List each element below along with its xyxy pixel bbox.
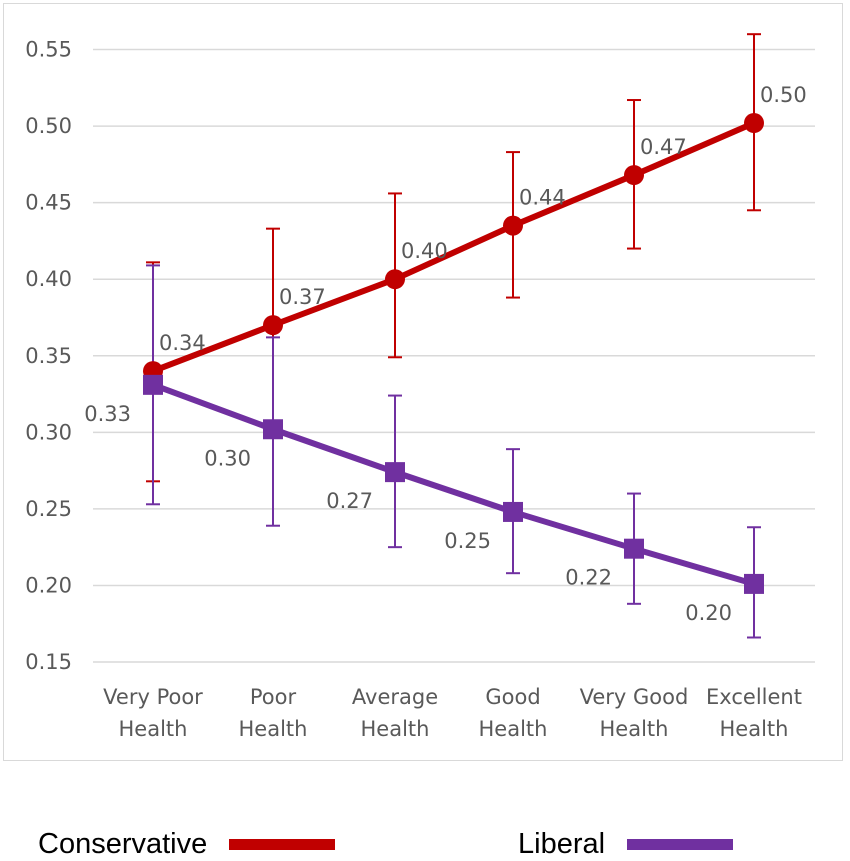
legend-label-conservative: Conservative	[38, 828, 208, 860]
data-point	[744, 573, 764, 594]
data-point	[503, 501, 523, 522]
y-tick-label: 0.25	[25, 497, 72, 521]
x-tick-label: Very Poor	[103, 685, 203, 709]
x-tick-label: Average	[352, 685, 438, 709]
data-point	[385, 269, 405, 290]
y-tick-label: 0.35	[25, 344, 72, 368]
series-line-liberal	[151, 382, 755, 587]
chart-frame	[3, 3, 843, 761]
y-tick-label: 0.40	[25, 267, 72, 291]
data-point	[624, 538, 644, 559]
data-label: 0.33	[84, 402, 131, 426]
data-point	[263, 419, 283, 440]
legend-label-liberal: Liberal	[518, 828, 606, 860]
legend-swatch-conservative	[229, 839, 336, 850]
data-point	[624, 165, 644, 186]
y-tick-label: 0.30	[25, 420, 72, 444]
data-point	[503, 215, 523, 236]
x-tick-label: Very Good	[580, 685, 689, 709]
data-point	[143, 374, 163, 395]
data-label: 0.40	[401, 239, 448, 263]
data-label: 0.34	[159, 331, 206, 355]
x-tick-label: Health	[600, 717, 669, 741]
x-tick-label: Health	[119, 717, 188, 741]
data-point	[744, 113, 764, 133]
series-line-conservative	[151, 120, 756, 374]
x-tick-label: Health	[239, 717, 308, 741]
data-label: 0.47	[640, 135, 687, 159]
data-label: 0.25	[444, 529, 491, 553]
legend-swatch-liberal	[627, 839, 734, 850]
data-point	[263, 315, 283, 336]
data-label: 0.44	[519, 186, 566, 210]
data-label: 0.37	[279, 285, 326, 309]
data-label: 0.30	[204, 446, 251, 470]
y-tick-label: 0.55	[25, 38, 72, 62]
x-tick-label: Health	[720, 717, 789, 741]
legend-item-liberal: Liberal	[518, 828, 734, 861]
y-tick-label: 0.45	[25, 191, 72, 215]
x-tick-label: Poor	[250, 685, 297, 709]
data-label: 0.20	[685, 601, 732, 625]
x-tick-label: Good	[485, 685, 540, 709]
line-chart: 0.15 0.20 0.25 0.30 0.35 0.40 0.45 0.50 0.55 Very…	[25, 33, 815, 741]
y-tick-label: 0.15	[25, 650, 72, 674]
data-label: 0.50	[760, 83, 807, 107]
data-point	[385, 462, 405, 483]
x-tick-label: Excellent	[706, 685, 802, 709]
data-label: 0.22	[565, 566, 612, 590]
x-tick-label: Health	[361, 717, 430, 741]
y-tick-label: 0.50	[25, 114, 72, 138]
legend: Conservative Liberal	[0, 820, 850, 861]
data-label: 0.27	[326, 489, 373, 513]
x-tick-label: Health	[479, 717, 548, 741]
y-tick-label: 0.20	[25, 573, 72, 597]
legend-item-conservative: Conservative	[38, 828, 336, 861]
